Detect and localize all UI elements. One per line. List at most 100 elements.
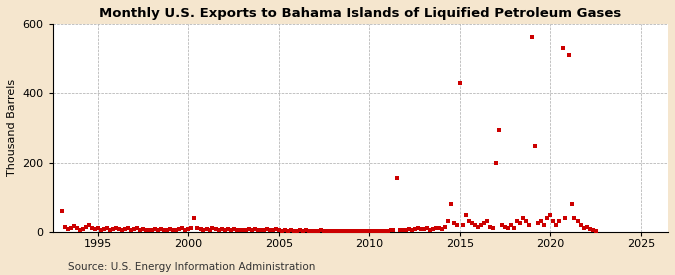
Point — [533, 221, 543, 226]
Point — [340, 229, 351, 233]
Point — [346, 229, 356, 233]
Point — [240, 228, 251, 232]
Point — [68, 223, 79, 228]
Point — [506, 223, 516, 227]
Point — [286, 228, 296, 232]
Point — [406, 228, 417, 232]
Point — [78, 227, 88, 231]
Point — [542, 216, 553, 220]
Point — [306, 229, 317, 233]
Point — [370, 229, 381, 233]
Point — [113, 227, 124, 231]
Point — [189, 216, 200, 220]
Point — [476, 223, 487, 227]
Point — [557, 46, 568, 50]
Point — [232, 228, 242, 232]
Point — [265, 228, 275, 232]
Point — [415, 227, 426, 231]
Point — [466, 221, 477, 226]
Point — [204, 228, 215, 232]
Point — [572, 219, 583, 224]
Point — [74, 228, 85, 232]
Point — [554, 219, 565, 224]
Point — [252, 228, 263, 232]
Point — [509, 226, 520, 231]
Point — [180, 228, 191, 232]
Point — [464, 219, 475, 224]
Point — [521, 219, 532, 224]
Point — [331, 229, 342, 233]
Point — [394, 228, 405, 232]
Point — [581, 224, 592, 229]
Point — [454, 81, 465, 85]
Point — [192, 226, 203, 230]
Point — [482, 219, 493, 224]
Point — [503, 226, 514, 231]
Point — [569, 216, 580, 220]
Point — [512, 219, 522, 224]
Point — [448, 221, 459, 226]
Point — [72, 226, 82, 231]
Point — [536, 219, 547, 224]
Point — [391, 176, 402, 180]
Point — [250, 227, 261, 231]
Point — [337, 229, 348, 233]
Point — [433, 226, 444, 230]
Point — [107, 227, 118, 231]
Point — [470, 223, 481, 227]
Point — [177, 226, 188, 231]
Point — [539, 223, 550, 227]
Point — [255, 228, 266, 232]
Point — [111, 226, 122, 231]
Title: Monthly U.S. Exports to Bahama Islands of Liquified Petroleum Gases: Monthly U.S. Exports to Bahama Islands o… — [99, 7, 622, 20]
Point — [213, 228, 224, 232]
Point — [207, 226, 218, 231]
Point — [56, 209, 67, 213]
Point — [156, 227, 167, 231]
Point — [304, 229, 315, 233]
Point — [578, 226, 589, 231]
Point — [243, 227, 254, 231]
Point — [225, 228, 236, 232]
Point — [446, 202, 456, 206]
Point — [153, 228, 163, 232]
Point — [349, 229, 360, 233]
Point — [479, 221, 489, 226]
Point — [515, 221, 526, 226]
Point — [292, 229, 302, 233]
Point — [150, 227, 161, 231]
Point — [497, 223, 508, 227]
Point — [358, 229, 369, 233]
Point — [174, 227, 185, 231]
Point — [146, 228, 157, 232]
Point — [385, 228, 396, 232]
Point — [279, 228, 290, 232]
Point — [183, 227, 194, 231]
Point — [222, 227, 233, 231]
Point — [123, 226, 134, 230]
Point — [382, 229, 393, 233]
Point — [560, 216, 571, 220]
Point — [126, 228, 136, 232]
Point — [80, 224, 91, 229]
Point — [96, 228, 107, 232]
Point — [421, 226, 432, 231]
Point — [105, 228, 115, 232]
Point — [201, 227, 212, 231]
Point — [84, 223, 95, 227]
Point — [288, 229, 299, 233]
Point — [261, 227, 272, 231]
Text: Source: U.S. Energy Information Administration: Source: U.S. Energy Information Administ… — [68, 262, 315, 272]
Point — [259, 228, 269, 232]
Point — [400, 228, 411, 232]
Point — [442, 219, 453, 224]
Point — [310, 229, 321, 233]
Point — [159, 228, 169, 232]
Point — [364, 229, 375, 233]
Point — [376, 229, 387, 233]
Point — [388, 228, 399, 232]
Point — [138, 227, 148, 231]
Point — [129, 227, 140, 231]
Point — [548, 219, 559, 224]
Point — [452, 223, 462, 227]
